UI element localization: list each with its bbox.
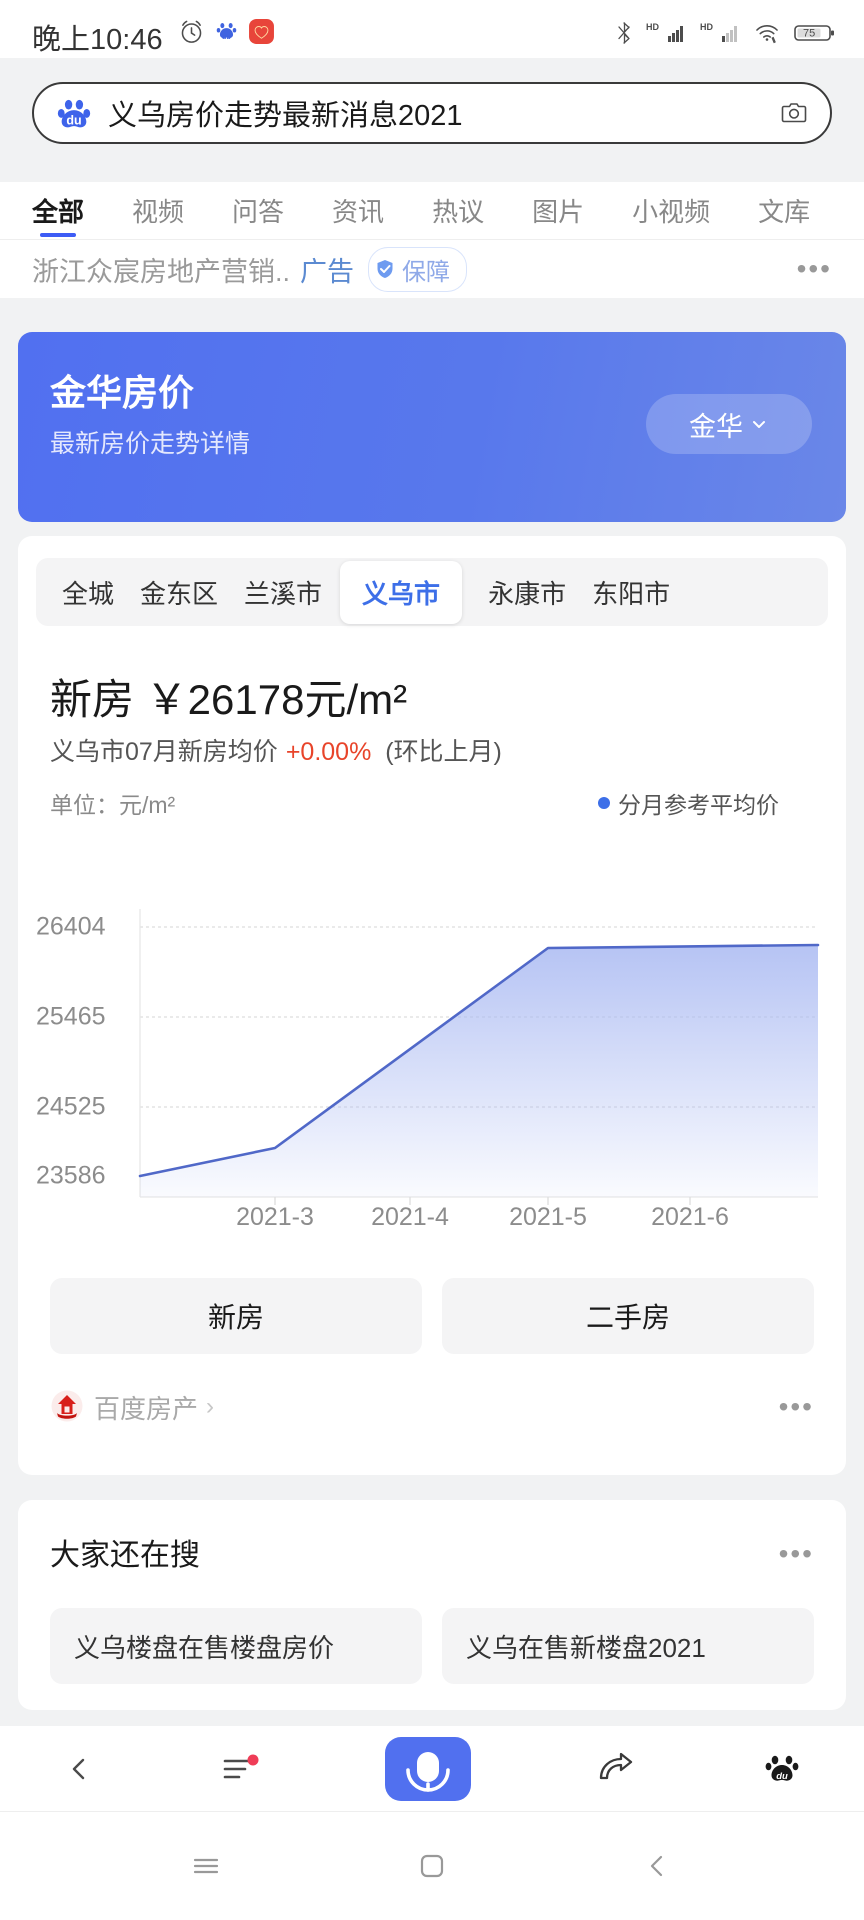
svg-text:75: 75 (803, 28, 815, 40)
svg-text:du: du (222, 32, 231, 41)
svg-text:HD: HD (700, 22, 713, 32)
svg-text:du: du (66, 114, 81, 128)
svg-text:du: du (776, 1771, 788, 1782)
svg-text:HD: HD (646, 22, 659, 32)
